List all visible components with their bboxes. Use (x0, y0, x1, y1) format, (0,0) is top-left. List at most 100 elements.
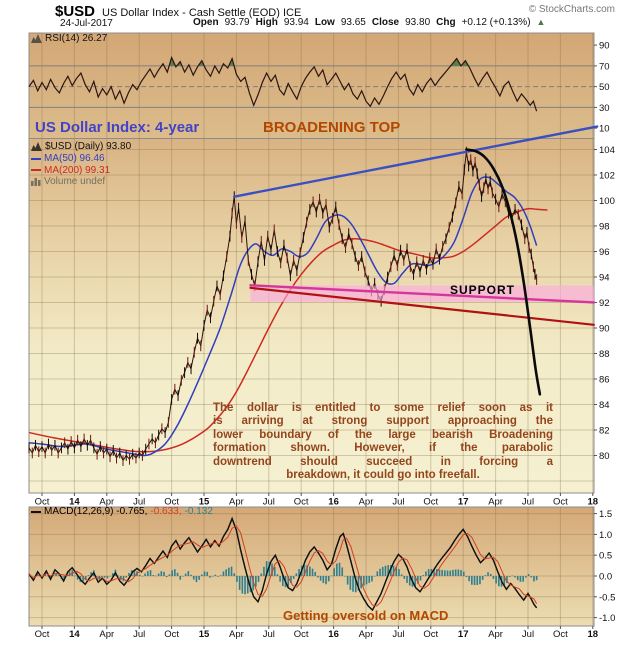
y-axis-label: 100 (599, 196, 615, 207)
ma200-legend: MA(200) 99.31 (31, 165, 110, 176)
macd-histogram-bar (376, 571, 379, 577)
macd-histogram-bar (457, 569, 460, 577)
macd-histogram-bar (68, 571, 71, 577)
macd-histogram-bar (252, 576, 254, 591)
macd-histogram-bar (198, 576, 200, 580)
macd-histogram-bar (438, 569, 441, 577)
ma50-line-icon (31, 157, 41, 160)
macd-histogram-bar (157, 573, 160, 577)
macd-histogram-bar (352, 576, 354, 592)
macd-histogram-bar (271, 563, 273, 577)
x-axis-label: Oct (35, 629, 50, 640)
macd-histogram-bar (147, 571, 149, 577)
macd-histogram-bar (182, 576, 184, 577)
commentary-line: The dollar is entitled to some relief so… (213, 402, 553, 414)
macd-histogram-bar (268, 561, 271, 577)
macd-histogram-bar (327, 576, 330, 582)
macd-histogram-bar (489, 573, 492, 577)
date-label: 24-Jul-2017 (60, 18, 113, 29)
support-zone-line (249, 284, 596, 304)
macd-histogram-bar (76, 576, 79, 580)
y-axis-label: 90 (599, 323, 610, 334)
x-axis-label: Apr (229, 629, 244, 640)
y-axis-label: 90 (599, 41, 610, 52)
ma50-line (28, 176, 538, 457)
macd-histogram-bar (244, 576, 246, 595)
macd-histogram-bar (525, 576, 527, 578)
macd-hist-value: -0.132 (184, 506, 213, 517)
y-axis-label: 94 (599, 272, 610, 283)
broadening-lower-boundary (249, 286, 595, 326)
x-axis-label: Oct (294, 629, 309, 640)
macd-signal-line (28, 525, 538, 607)
volume-legend: Volume undef (31, 176, 105, 187)
macd-histogram-bar (387, 565, 389, 577)
macd-histogram-bar (395, 566, 398, 577)
chart-title-text: US Dollar Index - Cash Settle (EOD) ICE (102, 7, 302, 19)
y-axis-label: 96 (599, 247, 610, 258)
macd-histogram-bar (103, 576, 106, 578)
macd-line-icon (31, 510, 41, 513)
macd-histogram-bar (238, 576, 241, 590)
macd-histogram-bar (249, 576, 252, 593)
price-legend: $USD (Daily) 93.80 (31, 141, 131, 152)
macd-histogram-bar (333, 568, 335, 577)
ma200-line-icon (31, 169, 41, 171)
macd-histogram-bar (87, 575, 90, 577)
y-axis-label: 30 (599, 103, 610, 114)
macd-histogram-bar (481, 576, 484, 580)
macd-histogram-bar (195, 576, 198, 583)
volume-legend-label: Volume undef (44, 176, 106, 187)
macd-legend: MACD(12,26,9) -0.765, -0.633, -0.132 (31, 506, 213, 517)
x-axis-label: 15 (199, 629, 210, 640)
macd-histogram-bar (503, 576, 506, 586)
x-axis-label: Apr (488, 629, 503, 640)
macd-histogram-bar (479, 576, 481, 585)
ma50-legend-label: MA(50) 96.46 (44, 153, 105, 164)
macd-histogram-bar (508, 576, 511, 577)
macd-histogram-bar (414, 576, 416, 586)
macd-histogram-bar (203, 571, 206, 577)
symbol: $USD (55, 3, 96, 20)
y-axis-label: 80 (599, 451, 610, 462)
macd-histogram-bar (441, 569, 443, 577)
macd-histogram-bar (282, 576, 284, 587)
macd-histogram-bar (535, 576, 538, 581)
x-axis-label: Oct (35, 497, 50, 508)
macd-histogram-bar (365, 576, 368, 585)
x-axis-label: Jul (133, 629, 145, 640)
watermark: © StockCharts.com (528, 4, 615, 15)
macd-histogram-bar (390, 565, 392, 577)
macd-histogram-bar (211, 576, 214, 577)
macd-histogram-bar (168, 574, 171, 577)
x-axis-label: Oct (423, 497, 438, 508)
x-axis-label: 17 (458, 497, 469, 508)
macd-histogram-bar (433, 569, 435, 577)
macd-histogram-bar (314, 572, 317, 577)
macd-histogram-bar (152, 575, 155, 577)
high-label: High (255, 17, 278, 28)
macd-histogram-bar (306, 565, 308, 577)
macd-histogram-bar (473, 576, 476, 586)
macd-histogram-bar (290, 576, 292, 584)
macd-histogram-bar (176, 572, 179, 577)
y-axis-label: 1.0 (599, 530, 612, 541)
x-axis-label: Jul (263, 629, 275, 640)
macd-note: Getting oversold on MACD (283, 608, 449, 623)
macd-histogram-bar (49, 576, 52, 580)
macd-histogram-bar (336, 563, 338, 577)
macd-histogram-bar (373, 576, 376, 577)
rsi-legend: RSI(14) 26.27 (31, 33, 107, 44)
x-axis-label: Jul (263, 497, 275, 508)
up-arrow-icon: ▲ (536, 17, 546, 27)
macd-histogram-bar (263, 566, 265, 577)
commentary-note: The dollar is entitled to some relief so… (213, 402, 553, 482)
macd-histogram-bar (174, 569, 176, 577)
commentary-line: formation shown. However, if the parabol… (213, 442, 553, 455)
close-label: Close (371, 17, 400, 28)
macd-histogram-bar (255, 576, 257, 587)
macd-histogram-bar (422, 575, 425, 577)
x-axis-label: Oct (553, 629, 568, 640)
macd-histogram-bar (495, 576, 497, 584)
x-axis-label: 18 (588, 629, 599, 640)
